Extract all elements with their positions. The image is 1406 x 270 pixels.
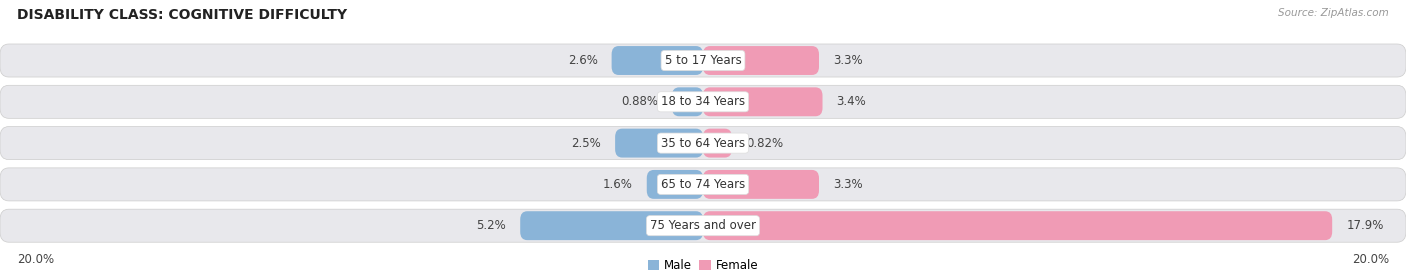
Text: 0.88%: 0.88% (621, 95, 658, 108)
FancyBboxPatch shape (0, 209, 1406, 242)
Text: 17.9%: 17.9% (1347, 219, 1384, 232)
FancyBboxPatch shape (703, 87, 823, 116)
Text: 20.0%: 20.0% (1353, 253, 1389, 266)
Text: 65 to 74 Years: 65 to 74 Years (661, 178, 745, 191)
FancyBboxPatch shape (0, 168, 1406, 201)
FancyBboxPatch shape (0, 85, 1406, 118)
FancyBboxPatch shape (520, 211, 703, 240)
FancyBboxPatch shape (703, 211, 1333, 240)
Text: 5 to 17 Years: 5 to 17 Years (665, 54, 741, 67)
Text: 5.2%: 5.2% (477, 219, 506, 232)
Text: 3.3%: 3.3% (832, 54, 863, 67)
Text: 3.3%: 3.3% (832, 178, 863, 191)
Text: 2.5%: 2.5% (571, 137, 602, 150)
Text: 18 to 34 Years: 18 to 34 Years (661, 95, 745, 108)
FancyBboxPatch shape (0, 127, 1406, 160)
FancyBboxPatch shape (612, 46, 703, 75)
FancyBboxPatch shape (672, 87, 703, 116)
FancyBboxPatch shape (703, 170, 818, 199)
Text: 35 to 64 Years: 35 to 64 Years (661, 137, 745, 150)
FancyBboxPatch shape (703, 46, 818, 75)
FancyBboxPatch shape (647, 170, 703, 199)
Text: 3.4%: 3.4% (837, 95, 866, 108)
Text: DISABILITY CLASS: COGNITIVE DIFFICULTY: DISABILITY CLASS: COGNITIVE DIFFICULTY (17, 8, 347, 22)
FancyBboxPatch shape (616, 129, 703, 158)
Text: 75 Years and over: 75 Years and over (650, 219, 756, 232)
FancyBboxPatch shape (703, 129, 731, 158)
Legend: Male, Female: Male, Female (648, 259, 758, 270)
Text: 20.0%: 20.0% (17, 253, 53, 266)
Text: 1.6%: 1.6% (603, 178, 633, 191)
Text: 2.6%: 2.6% (568, 54, 598, 67)
Text: Source: ZipAtlas.com: Source: ZipAtlas.com (1278, 8, 1389, 18)
FancyBboxPatch shape (0, 44, 1406, 77)
Text: 0.82%: 0.82% (747, 137, 783, 150)
